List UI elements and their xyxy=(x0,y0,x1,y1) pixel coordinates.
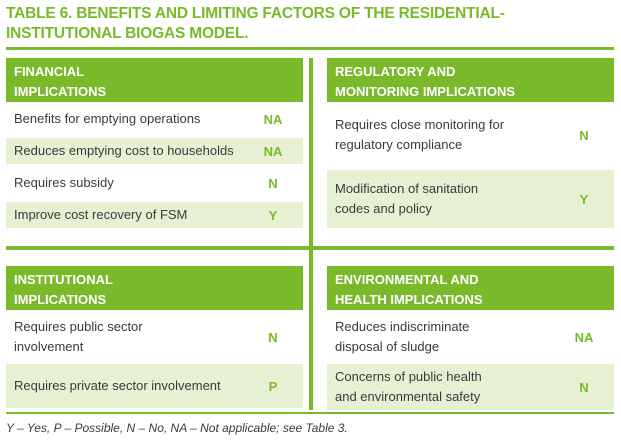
regulatory-header-line-1: REGULATORY AND xyxy=(335,64,456,79)
row-label-line-1: Concerns of public health xyxy=(335,369,482,384)
table-row: Benefits for emptying operations NA xyxy=(6,106,303,132)
table-row: Requires close monitoring for regulatory… xyxy=(327,108,614,162)
table-row: Requires private sector involvement P xyxy=(6,364,303,408)
environmental-header: ENVIRONMENTAL AND HEALTH IMPLICATIONS xyxy=(327,266,614,310)
institutional-header-line-1: INSTITUTIONAL xyxy=(14,272,113,287)
vertical-divider xyxy=(309,58,313,410)
regulatory-header-line-2: MONITORING IMPLICATIONS xyxy=(335,84,516,99)
row-label: Modification of sanitation codes and pol… xyxy=(327,179,554,219)
regulatory-panel: REGULATORY AND MONITORING IMPLICATIONS R… xyxy=(327,58,614,233)
row-label-line-1: Reduces indiscriminate xyxy=(335,319,470,334)
row-label-line-2: regulatory compliance xyxy=(335,137,463,152)
footnote: Y – Yes, P – Possible, N – No, NA – Not … xyxy=(6,421,348,435)
row-value: NA xyxy=(263,143,283,159)
table-title: TABLE 6. BENEFITS AND LIMITING FACTORS O… xyxy=(6,5,505,42)
financial-header-line-2: IMPLICATIONS xyxy=(14,84,107,99)
environmental-header-line-2: HEALTH IMPLICATIONS xyxy=(335,292,483,307)
row-label-line-2: disposal of sludge xyxy=(335,339,440,354)
row-label-line-1: Modification of sanitation xyxy=(335,181,479,196)
row-label: Concerns of public health and environmen… xyxy=(327,367,554,407)
row-value: P xyxy=(268,378,278,394)
row-label: Improve cost recovery of FSM xyxy=(14,207,188,222)
table-row: Concerns of public health and environmen… xyxy=(327,364,614,410)
row-value: N xyxy=(268,175,278,191)
table-row: Reduces emptying cost to households NA xyxy=(6,138,303,164)
regulatory-header: REGULATORY AND MONITORING IMPLICATIONS xyxy=(327,58,614,102)
row-value: Y xyxy=(579,191,589,207)
row-value: N xyxy=(579,379,589,395)
table-row: Modification of sanitation codes and pol… xyxy=(327,170,614,228)
row-label: Requires close monitoring for regulatory… xyxy=(327,115,554,155)
row-label-line-2: codes and policy xyxy=(335,201,432,216)
table-row: Requires public sector involvement N xyxy=(6,314,303,360)
financial-header: FINANCIAL IMPLICATIONS xyxy=(6,58,303,102)
row-label-line-2: and environmental safety xyxy=(335,389,481,404)
row-label-line-2: involvement xyxy=(14,339,84,354)
row-label: Benefits for emptying operations xyxy=(14,111,201,126)
financial-header-line-1: FINANCIAL xyxy=(14,64,85,79)
row-value: NA xyxy=(263,111,283,127)
row-value: N xyxy=(268,329,278,345)
environmental-panel: ENVIRONMENTAL AND HEALTH IMPLICATIONS Re… xyxy=(327,266,614,411)
row-label-line-1: Requires private sector involvement xyxy=(14,378,221,393)
row-value: NA xyxy=(574,329,594,345)
environmental-header-line-1: ENVIRONMENTAL AND xyxy=(335,272,479,287)
row-label-line-1: Requires public sector xyxy=(14,319,143,334)
row-label-line-1: Requires close monitoring for xyxy=(335,117,505,132)
institutional-panel: INSTITUTIONAL IMPLICATIONS Requires publ… xyxy=(6,266,303,411)
row-label: Reduces emptying cost to households xyxy=(14,143,234,158)
financial-panel: FINANCIAL IMPLICATIONS Benefits for empt… xyxy=(6,58,303,233)
table-row: Reduces indiscriminate disposal of sludg… xyxy=(327,314,614,360)
horizontal-divider xyxy=(6,246,614,250)
row-value: N xyxy=(579,127,589,143)
row-label: Requires subsidy xyxy=(14,175,114,190)
institutional-header-line-2: IMPLICATIONS xyxy=(14,292,107,307)
institutional-header: INSTITUTIONAL IMPLICATIONS xyxy=(6,266,303,310)
row-label: Requires private sector involvement xyxy=(6,376,243,396)
bottom-divider xyxy=(6,412,614,414)
table-row: Improve cost recovery of FSM Y xyxy=(6,202,303,228)
table-row: Requires subsidy N xyxy=(6,170,303,196)
row-value: Y xyxy=(268,207,278,223)
row-label: Reduces indiscriminate disposal of sludg… xyxy=(327,317,554,357)
title-divider xyxy=(6,47,614,50)
row-label: Requires public sector involvement xyxy=(6,317,243,357)
